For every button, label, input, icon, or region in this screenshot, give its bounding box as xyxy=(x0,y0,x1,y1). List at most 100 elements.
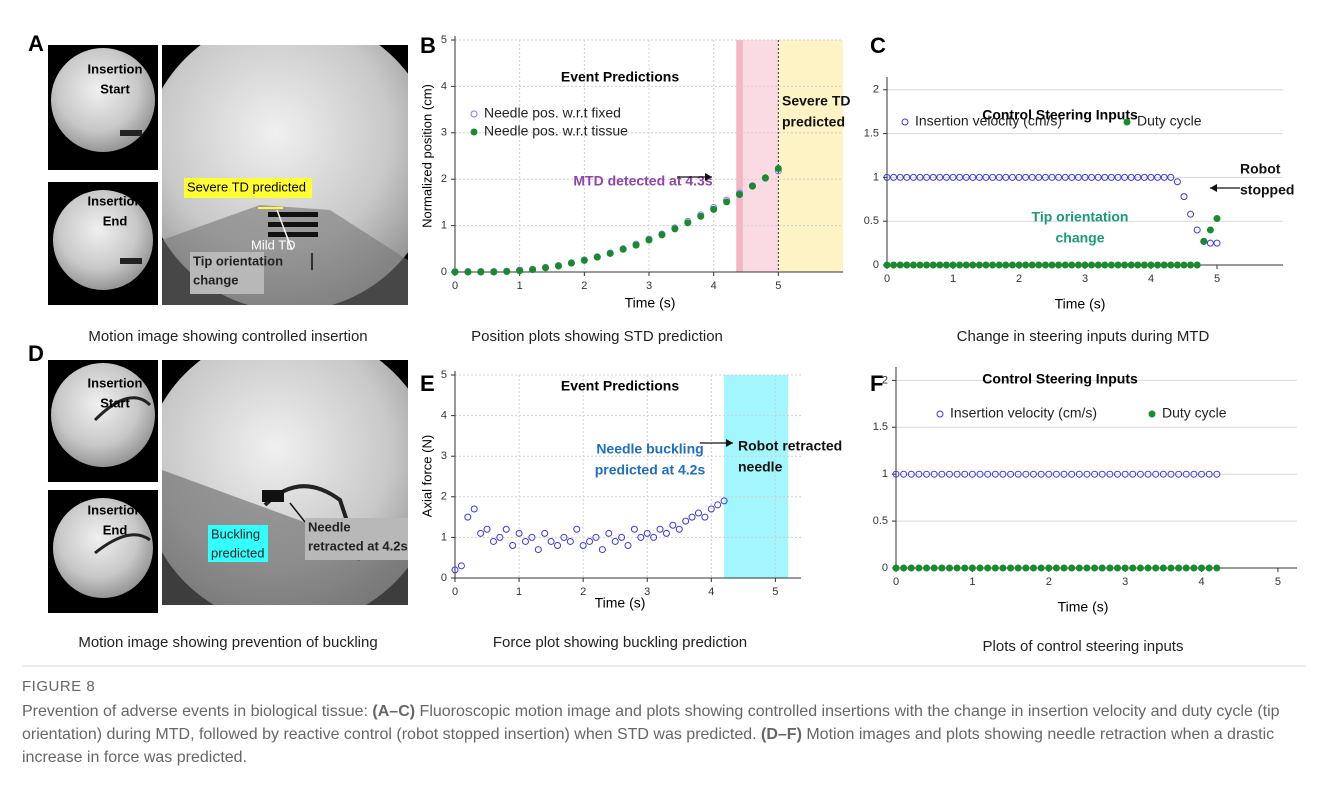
data-point xyxy=(968,564,976,572)
data-point xyxy=(554,542,562,550)
data-point xyxy=(637,533,645,541)
data-point xyxy=(1106,470,1114,478)
data-point xyxy=(684,219,692,227)
data-point xyxy=(1190,470,1198,478)
data-point xyxy=(1167,261,1175,269)
data-point xyxy=(1083,470,1091,478)
data-point xyxy=(991,470,999,478)
data-point xyxy=(1213,215,1221,223)
data-point xyxy=(509,542,517,550)
caption-segment: (D–F) xyxy=(761,726,802,743)
chart-caption: Position plots showing STD prediction xyxy=(471,328,723,345)
x-tick-label: 4 xyxy=(708,586,714,598)
data-point xyxy=(907,564,915,572)
data-point xyxy=(1048,173,1056,181)
data-point xyxy=(907,470,915,478)
data-point xyxy=(953,470,961,478)
data-point xyxy=(1091,564,1099,572)
data-point xyxy=(975,173,983,181)
data-point xyxy=(1022,470,1030,478)
data-point xyxy=(1154,261,1162,269)
data-point xyxy=(566,537,574,545)
annotation: Robot retracted xyxy=(738,438,842,454)
data-point xyxy=(662,529,670,537)
y-tick-label: 3 xyxy=(441,127,447,139)
y-tick-label: 3 xyxy=(441,450,447,462)
legend-label: Needle pos. w.r.t tissue xyxy=(484,123,628,139)
data-point xyxy=(1029,564,1037,572)
data-point xyxy=(1055,261,1063,269)
data-point xyxy=(923,564,931,572)
data-point xyxy=(541,529,549,537)
callout-box xyxy=(190,252,264,294)
image-label: Insertion xyxy=(88,375,143,390)
data-point xyxy=(936,261,944,269)
data-point xyxy=(592,533,600,541)
needle-wire xyxy=(93,396,152,422)
data-point xyxy=(1198,564,1206,572)
data-point xyxy=(1213,239,1221,247)
data-point xyxy=(645,236,653,244)
callout-text: Severe TD predicted xyxy=(187,179,306,194)
data-point xyxy=(586,537,594,545)
panel-caption: Motion image showing controlled insertio… xyxy=(88,328,367,345)
data-point xyxy=(1029,470,1037,478)
callout-text: Mild TD xyxy=(251,237,296,252)
annotation: change xyxy=(1055,230,1104,246)
x-tick-label: 1 xyxy=(969,576,975,588)
data-point xyxy=(521,537,529,545)
data-point xyxy=(542,264,550,272)
shaded-span xyxy=(778,40,843,272)
panel-label: F xyxy=(870,371,883,396)
image-label: Start xyxy=(100,81,130,96)
y-tick-label: 1 xyxy=(441,220,447,232)
image xyxy=(51,363,155,467)
data-point xyxy=(1175,564,1183,572)
data-point xyxy=(945,564,953,572)
callout-text: Tip orientation xyxy=(193,253,283,268)
data-point xyxy=(1127,173,1135,181)
data-point xyxy=(936,173,944,181)
data-point xyxy=(632,241,640,249)
data-point xyxy=(619,245,627,253)
data-point xyxy=(995,261,1003,269)
fluoro-field xyxy=(51,363,155,467)
data-point xyxy=(606,249,614,257)
data-point xyxy=(573,525,581,533)
legend-marker xyxy=(901,118,909,126)
x-axis-label: Time (s) xyxy=(595,595,646,611)
data-point xyxy=(1074,173,1082,181)
data-point xyxy=(890,173,898,181)
x-tick-label: 0 xyxy=(893,576,899,588)
data-point xyxy=(1075,470,1083,478)
data-point xyxy=(1193,261,1201,269)
data-point xyxy=(1187,210,1195,218)
data-point xyxy=(1091,470,1099,478)
data-point xyxy=(942,261,950,269)
annotation: stopped xyxy=(1240,182,1294,198)
needle xyxy=(268,222,318,227)
data-point xyxy=(464,513,472,521)
needle xyxy=(268,232,318,237)
data-point xyxy=(1159,470,1167,478)
caption-segment: (A–C) xyxy=(372,703,416,720)
data-point xyxy=(1014,470,1022,478)
needle xyxy=(268,212,318,217)
data-point xyxy=(890,261,898,269)
data-point xyxy=(477,268,485,276)
data-point xyxy=(1144,470,1152,478)
data-point xyxy=(701,513,709,521)
data-point xyxy=(1160,261,1168,269)
data-point xyxy=(1002,261,1010,269)
data-point xyxy=(1154,173,1162,181)
data-point xyxy=(694,509,702,517)
data-point xyxy=(1107,173,1115,181)
data-point xyxy=(1114,261,1122,269)
chart-title: Control Steering Inputs xyxy=(982,107,1138,123)
data-point xyxy=(528,533,536,541)
data-point xyxy=(761,174,769,182)
data-point xyxy=(883,261,891,269)
data-point xyxy=(593,253,601,261)
callout-box xyxy=(305,518,408,560)
data-point xyxy=(1052,564,1060,572)
